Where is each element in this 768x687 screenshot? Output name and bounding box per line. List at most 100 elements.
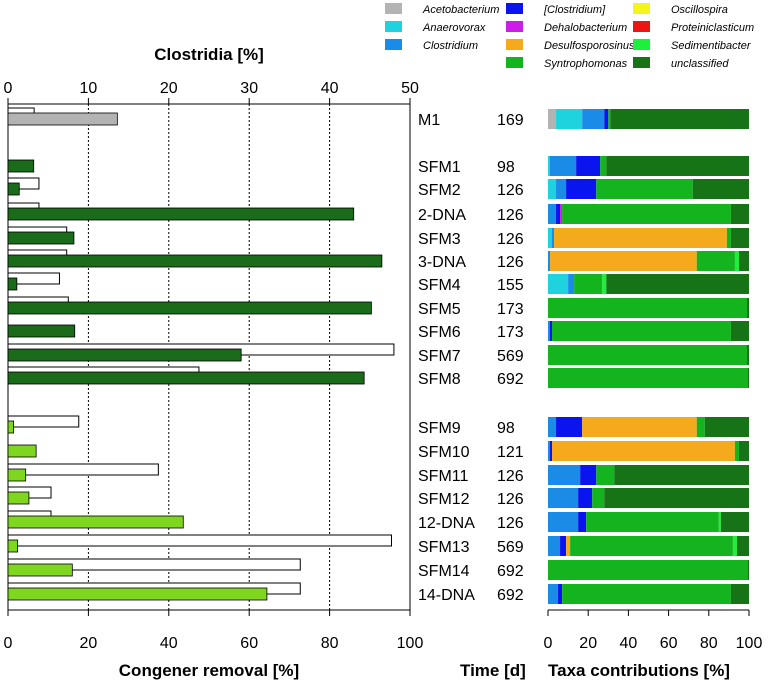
time-value: 121 [497, 444, 524, 461]
taxa-segment [548, 488, 579, 508]
taxa-segment [550, 156, 577, 176]
clostridia-bar [7, 539, 19, 553]
time-value: 155 [497, 277, 524, 294]
taxa-segment [738, 251, 749, 271]
taxa-segment [726, 228, 731, 248]
sample-label: SFM10 [418, 444, 470, 461]
sample-label: SFM4 [418, 277, 461, 294]
legend-label: Clostridium [423, 40, 478, 52]
clostridia-bar [7, 254, 383, 268]
clostridia-bar [7, 277, 18, 291]
taxa-segment [610, 109, 749, 129]
time-value: 692 [497, 371, 524, 388]
taxa-segment [730, 228, 749, 248]
bottom-tick-label: 0 [4, 635, 13, 652]
legend-swatch [506, 3, 523, 14]
removal-bar [7, 534, 393, 547]
taxa-segment [570, 536, 733, 556]
time-value: 126 [497, 468, 524, 485]
removal-bar [7, 463, 159, 476]
taxa-segment [586, 512, 719, 532]
clostridia-bar [7, 348, 242, 362]
taxa-segment [602, 274, 607, 294]
clostridia-bar [7, 563, 73, 577]
taxa-segment [582, 109, 605, 129]
taxa-segment [696, 251, 735, 271]
sample-label: SFM14 [418, 563, 470, 580]
taxa-segment [552, 441, 735, 461]
taxa-segment [552, 321, 731, 341]
taxa-segment [548, 465, 581, 485]
taxa-segment [747, 560, 749, 580]
taxa-segment [548, 204, 557, 224]
time-value: 126 [497, 182, 524, 199]
taxa-segment [606, 274, 749, 294]
bottom-tick-label: 40 [160, 635, 178, 652]
taxa-segment [568, 274, 575, 294]
legend-swatch [633, 39, 650, 50]
time-value: 126 [497, 515, 524, 532]
clostridia-bar [7, 231, 75, 245]
taxa-segment [746, 298, 749, 318]
taxa-segment [746, 345, 749, 365]
top-tick-label: 30 [240, 80, 258, 97]
legend-swatch [633, 3, 650, 14]
taxa-segment [548, 368, 748, 388]
taxa-segment [692, 179, 749, 199]
taxa-tick-label: 20 [579, 635, 597, 652]
sample-label: SFM1 [418, 159, 461, 176]
legend-swatch [633, 57, 650, 68]
taxa-segment [548, 156, 551, 176]
taxa-segment [747, 368, 749, 388]
sample-label: SFM7 [418, 348, 461, 365]
legend-label: Oscillospira [671, 4, 728, 16]
taxa-segment [548, 298, 747, 318]
sample-label: 12-DNA [418, 515, 475, 532]
time-value: 126 [497, 491, 524, 508]
taxa-segment [552, 228, 555, 248]
taxa-segment [578, 512, 587, 532]
time-value: 126 [497, 254, 524, 271]
top-tick-label: 0 [4, 80, 13, 97]
clostridia-bar [7, 515, 184, 529]
taxa-segment [720, 512, 749, 532]
taxa-axis-title: Taxa contributions [%] [548, 661, 730, 680]
taxa-segment [548, 417, 557, 437]
clostridia-bar [7, 207, 355, 221]
time-value: 173 [497, 301, 524, 318]
sample-label: 3-DNA [418, 254, 466, 271]
time-value: 569 [497, 539, 524, 556]
top-tick-label: 10 [80, 80, 98, 97]
bottom-tick-label: 20 [80, 635, 98, 652]
sample-label: SFM13 [418, 539, 470, 556]
legend-label: Acetobacterium [422, 4, 499, 16]
taxa-segment [556, 109, 583, 129]
taxa-segment [614, 465, 749, 485]
taxa-segment [704, 417, 749, 437]
time-value: 173 [497, 324, 524, 341]
sample-label: SFM9 [418, 420, 461, 437]
legend-swatch [506, 21, 523, 32]
legend-label: [Clostridium] [543, 4, 606, 16]
time-value: 98 [497, 159, 515, 176]
legend-label: Anaerovorax [422, 22, 486, 34]
legend-swatch [385, 3, 402, 14]
taxa-segment [556, 417, 583, 437]
taxa-segment [548, 251, 551, 271]
bottom-tick-label: 60 [240, 635, 258, 652]
taxa-segment [736, 536, 749, 556]
taxa-tick-label: 80 [700, 635, 718, 652]
taxa-segment [606, 156, 749, 176]
legend-swatch [385, 21, 402, 32]
clostridia-bar [7, 301, 372, 315]
taxa-segment [596, 179, 693, 199]
clostridia-bar [7, 371, 365, 385]
legend-label: Dehalobacterium [544, 22, 627, 34]
time-value: 126 [497, 231, 524, 248]
taxa-segment [596, 465, 615, 485]
top-tick-label: 20 [160, 80, 178, 97]
taxa-segment [580, 465, 597, 485]
taxa-tick-label: 100 [736, 635, 763, 652]
taxa-segment [562, 204, 731, 224]
sample-label: SFM8 [418, 371, 461, 388]
